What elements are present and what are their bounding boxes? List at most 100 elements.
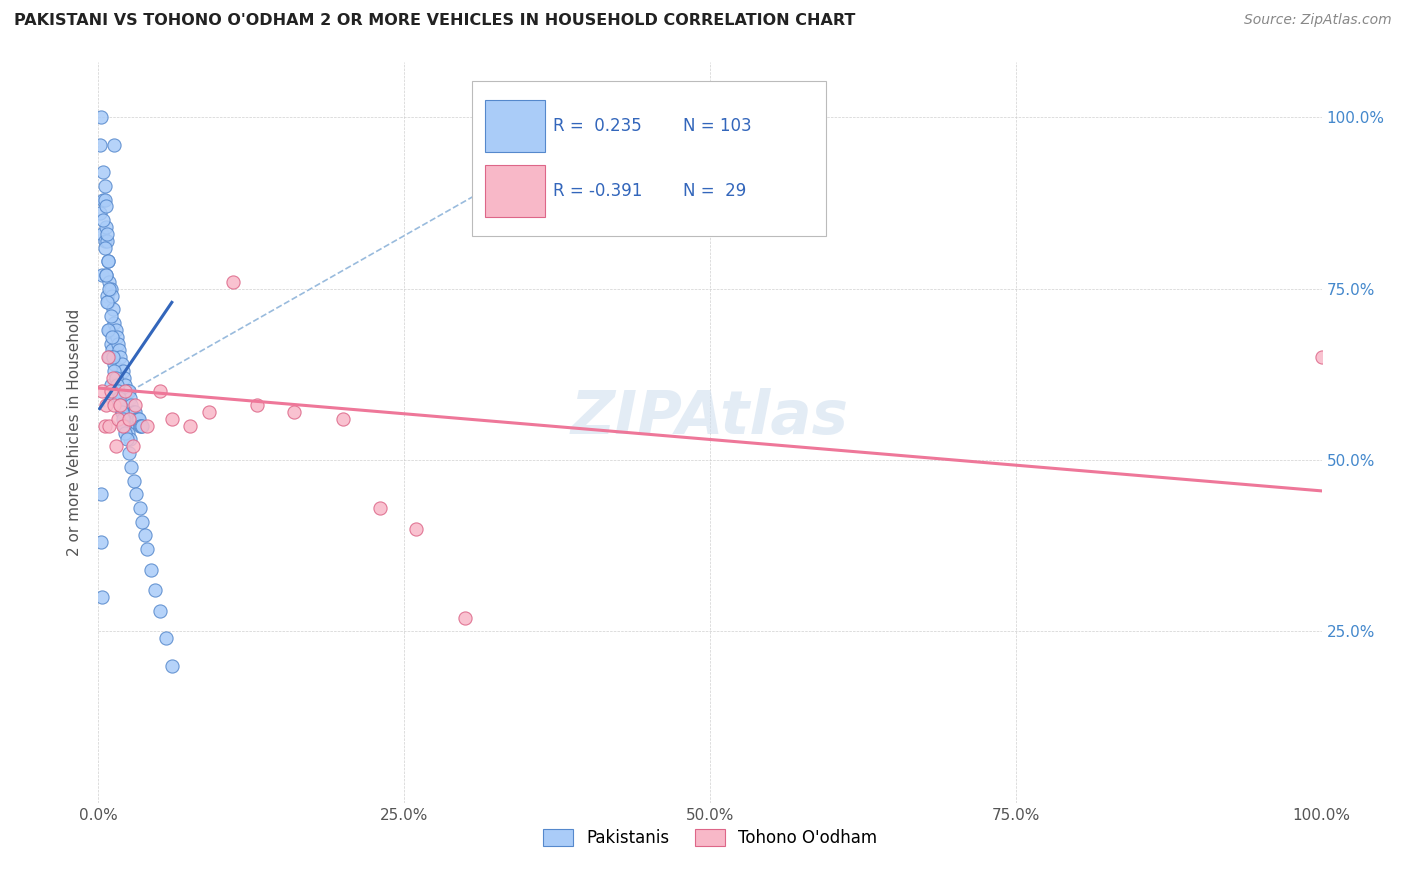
Point [108, 392, 131, 406]
Point [368, 501, 391, 516]
Point [91, 213, 114, 227]
Point [93, 178, 115, 193]
Point [105, 377, 128, 392]
Point [118, 384, 141, 399]
Point [122, 405, 145, 419]
Point [129, 501, 152, 516]
Point [134, 528, 156, 542]
Point [107, 412, 129, 426]
Point [117, 384, 139, 399]
Point [110, 398, 132, 412]
Point [103, 316, 125, 330]
Point [114, 384, 136, 399]
Point [129, 418, 152, 433]
Text: Source: ZipAtlas.com: Source: ZipAtlas.com [1244, 13, 1392, 28]
Point [246, 398, 269, 412]
Point [111, 405, 134, 419]
Point [111, 364, 134, 378]
Point [114, 377, 136, 392]
Point [160, 412, 183, 426]
Point [115, 433, 138, 447]
Point [125, 412, 148, 426]
Point [1310, 350, 1333, 364]
Point [454, 610, 477, 624]
Point [94, 268, 117, 282]
Point [127, 412, 149, 426]
Point [103, 398, 125, 412]
Point [93, 240, 115, 255]
Point [222, 275, 245, 289]
Point [90, 110, 112, 124]
Point [98, 282, 121, 296]
Text: PAKISTANI VS TOHONO O'ODHAM 2 OR MORE VEHICLES IN HOUSEHOLD CORRELATION CHART: PAKISTANI VS TOHONO O'ODHAM 2 OR MORE VE… [14, 13, 855, 29]
Point [108, 392, 131, 406]
Point [110, 398, 132, 412]
Point [91, 165, 114, 179]
Text: N =  29: N = 29 [683, 182, 747, 201]
Point [89, 206, 111, 220]
Point [104, 439, 127, 453]
Point [97, 254, 120, 268]
FancyBboxPatch shape [485, 165, 546, 217]
Point [104, 371, 127, 385]
Point [98, 323, 121, 337]
Point [100, 377, 122, 392]
Point [94, 268, 117, 282]
Point [112, 418, 135, 433]
Point [122, 474, 145, 488]
Point [96, 234, 118, 248]
Point [111, 357, 134, 371]
Point [98, 275, 121, 289]
Point [118, 412, 141, 426]
Point [91, 227, 114, 241]
Point [108, 343, 131, 358]
Point [131, 418, 153, 433]
Point [89, 137, 111, 152]
Point [94, 398, 117, 412]
Text: ZIPAtlas: ZIPAtlas [571, 388, 849, 447]
Point [101, 371, 124, 385]
Point [124, 398, 146, 412]
Point [155, 632, 177, 646]
Legend: Pakistanis, Tohono O'odham: Pakistanis, Tohono O'odham [537, 822, 883, 854]
Point [139, 563, 162, 577]
Point [104, 371, 127, 385]
Point [160, 658, 183, 673]
Point [107, 384, 129, 399]
Point [90, 487, 112, 501]
Point [100, 282, 122, 296]
Point [105, 329, 128, 343]
Point [98, 350, 121, 364]
Point [100, 309, 122, 323]
Text: N = 103: N = 103 [683, 117, 752, 135]
Point [90, 535, 112, 549]
Point [101, 329, 124, 343]
Point [149, 384, 172, 399]
Point [103, 364, 125, 378]
Point [91, 384, 114, 399]
Point [149, 604, 172, 618]
Point [283, 405, 305, 419]
Point [111, 405, 134, 419]
Point [103, 357, 125, 371]
Text: R =  0.235: R = 0.235 [553, 117, 641, 135]
Point [91, 590, 114, 604]
Point [112, 412, 135, 426]
Point [94, 219, 117, 234]
Point [125, 487, 148, 501]
Point [107, 336, 129, 351]
Point [120, 459, 142, 474]
Point [128, 412, 150, 426]
Point [93, 418, 115, 433]
Point [114, 418, 136, 433]
Point [110, 398, 132, 412]
Point [143, 583, 166, 598]
Point [121, 405, 143, 419]
Point [93, 193, 115, 207]
Point [197, 405, 219, 419]
Point [179, 418, 201, 433]
FancyBboxPatch shape [485, 100, 546, 152]
Point [136, 418, 159, 433]
Point [136, 542, 159, 557]
Point [117, 425, 139, 440]
